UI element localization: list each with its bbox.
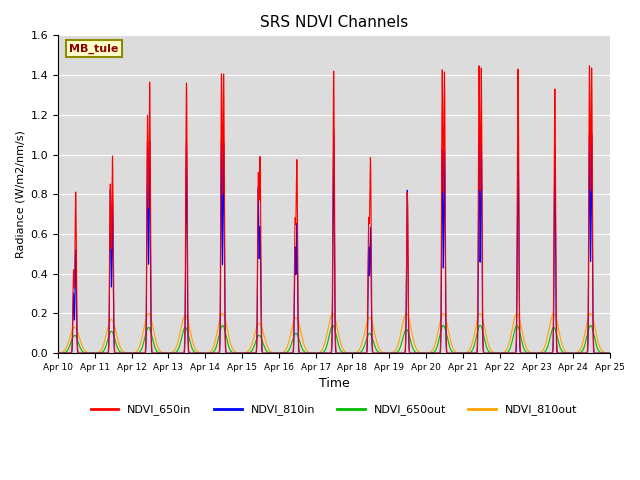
NDVI_810out [532,350,540,356]
NDVI_810out [187,329,195,335]
NDVI_650out [187,341,195,347]
NDVI_650in [175,350,183,356]
NDVI_650out [606,350,614,356]
Line: NDVI_650in: NDVI_650in [58,66,610,353]
NDVI_810in [115,350,122,356]
NDVI_810in [346,350,354,356]
NDVI_810out [54,350,62,356]
NDVI_650out [115,347,122,352]
NDVI_650out [175,344,183,350]
NDVI_650in [346,350,354,356]
Y-axis label: Radiance (W/m2/nm/s): Radiance (W/m2/nm/s) [15,131,25,258]
NDVI_810out [346,350,354,356]
NDVI_810out [72,325,79,331]
NDVI_650in [187,350,195,356]
NDVI_650in [54,350,62,356]
NDVI_810in [72,248,79,253]
NDVI_650out [587,323,595,328]
NDVI_810in [532,350,540,356]
Text: MB_tule: MB_tule [69,43,118,54]
NDVI_650in [115,350,122,356]
Line: NDVI_650out: NDVI_650out [58,325,610,353]
X-axis label: Time: Time [319,377,349,390]
NDVI_650out [54,350,62,356]
NDVI_650out [72,333,79,339]
NDVI_810out [115,338,122,344]
Title: SRS NDVI Channels: SRS NDVI Channels [260,15,408,30]
Legend: NDVI_650in, NDVI_810in, NDVI_650out, NDVI_810out: NDVI_650in, NDVI_810in, NDVI_650out, NDV… [86,400,582,420]
NDVI_650out [532,350,540,356]
NDVI_810in [54,350,62,356]
Line: NDVI_810in: NDVI_810in [58,132,610,353]
NDVI_810in [606,350,614,356]
NDVI_810in [422,350,429,356]
NDVI_650in [586,63,593,69]
NDVI_810out [587,311,595,316]
NDVI_810in [187,350,195,356]
NDVI_650in [606,350,614,356]
NDVI_650in [532,350,540,356]
NDVI_650in [72,190,79,196]
Line: NDVI_810out: NDVI_810out [58,313,610,353]
NDVI_810out [606,350,614,356]
NDVI_810out [175,334,183,340]
NDVI_810in [330,130,337,135]
NDVI_810in [175,350,183,356]
NDVI_650out [346,350,354,356]
